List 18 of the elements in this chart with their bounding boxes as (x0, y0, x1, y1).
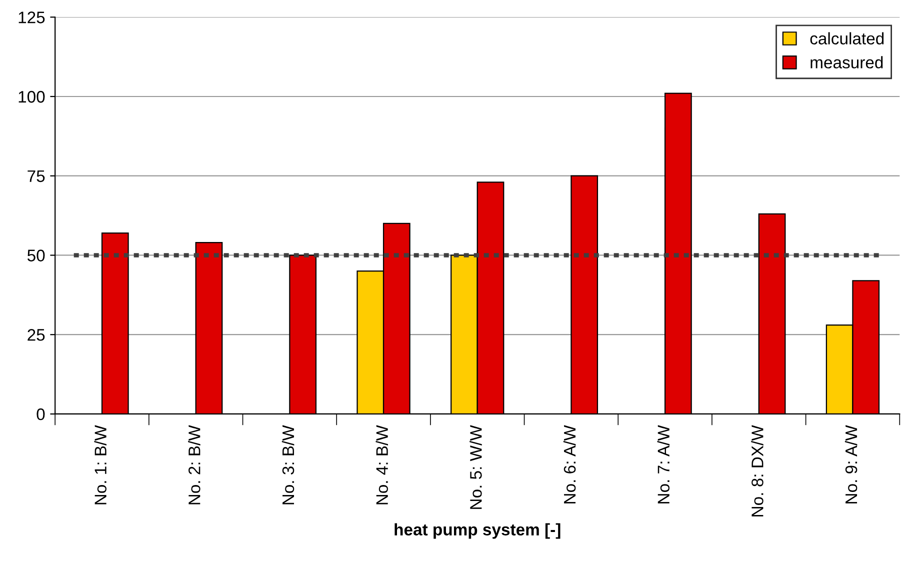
y-tick-label: 25 (28, 329, 45, 341)
x-tick-label: No. 8: DX/W (751, 425, 764, 516)
x-tick-label: No. 4: B/W (376, 425, 388, 504)
y-tick-label: 75 (28, 170, 45, 182)
x-axis-title: heat pump system [-] (394, 523, 560, 539)
y-tick-label: 0 (36, 408, 45, 420)
y-tick-label: 50 (27, 250, 45, 262)
x-tick-label: No. 1: B/W (94, 425, 106, 504)
x-tick-label: No. 7: A/W (657, 425, 670, 504)
x-tick-label: No. 5: W/W (470, 425, 482, 509)
x-tick-label: No. 3: B/W (282, 425, 294, 504)
y-tick-label: 100 (18, 90, 45, 103)
legend-label: calculated (810, 32, 884, 44)
x-tick-label: No. 9: A/W (844, 425, 858, 504)
legend-label: measured (810, 56, 883, 68)
x-tick-label: No. 2: B/W (188, 425, 200, 504)
y-tick-label: 125 (18, 12, 45, 24)
x-tick-label: No. 6: A/W (563, 425, 576, 504)
